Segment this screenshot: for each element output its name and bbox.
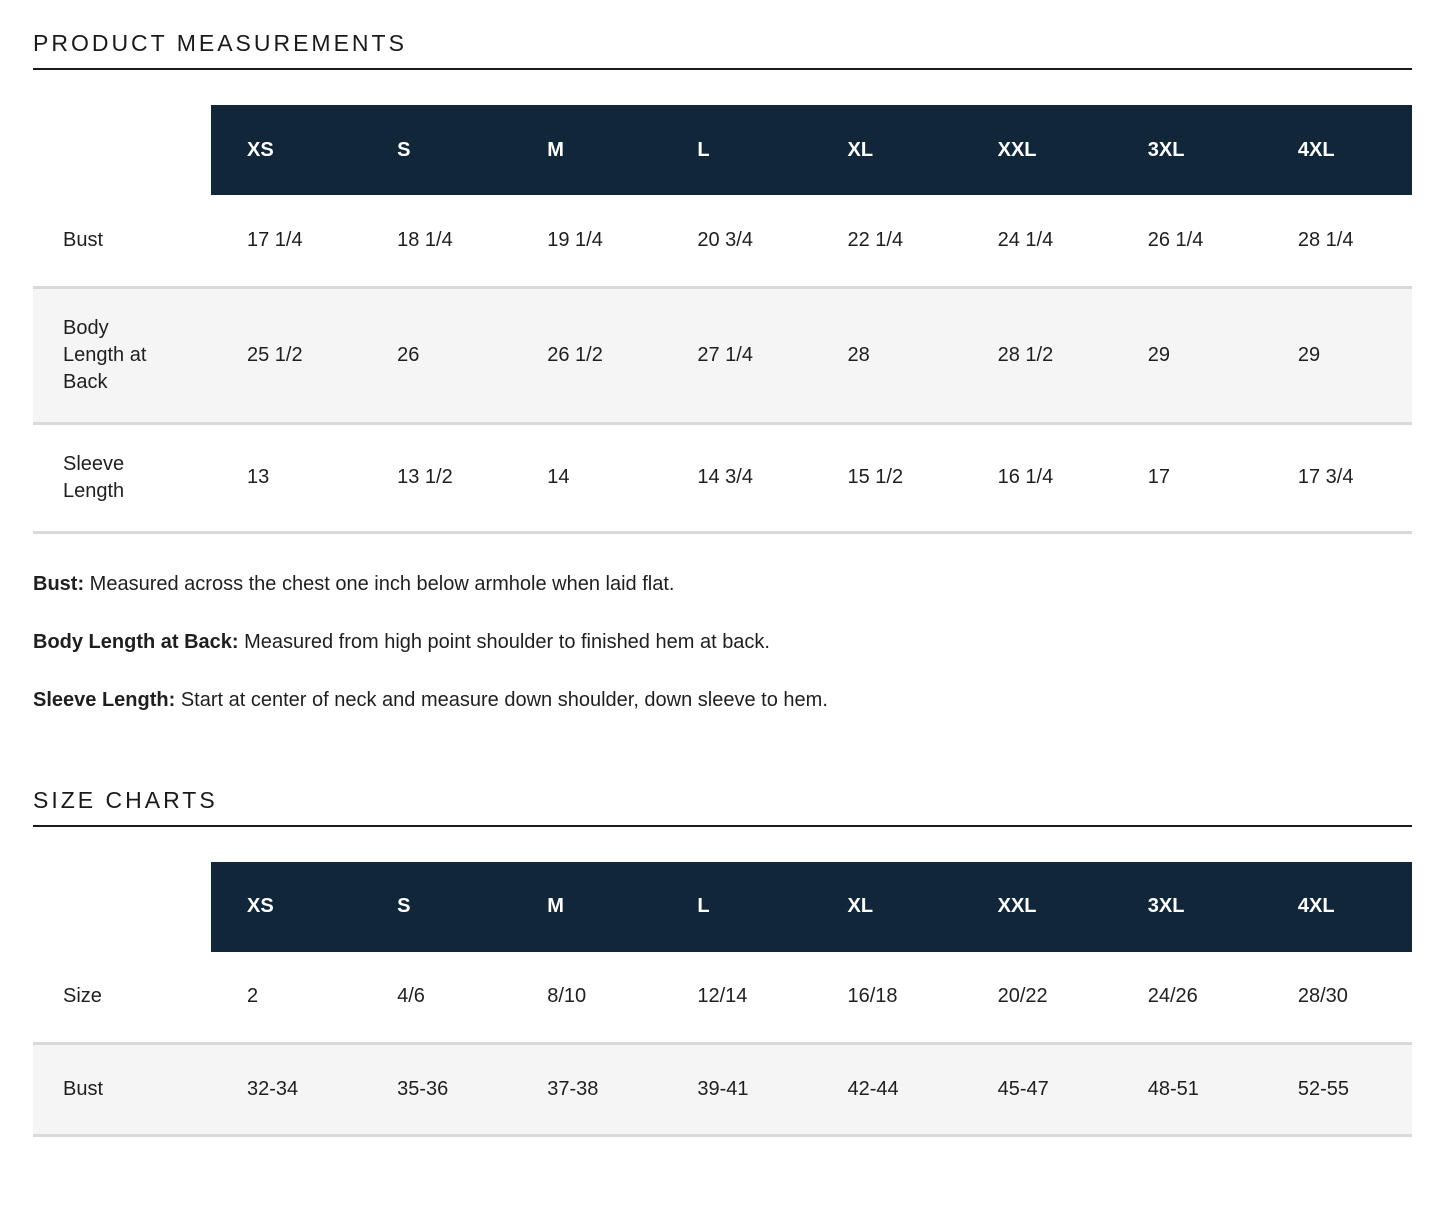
header-corner-cell [33,105,211,195]
measurement-value-cell: 17 1/4 [247,228,303,251]
measurement-value-cell: 20/22 [997,985,1048,1008]
measurement-value-cell: 32-34 [247,1078,299,1100]
row-label: Bust [63,1078,104,1100]
measurement-row: Size 2 4/6 8/10 12/14 16/18 20/22 24/26 28/30 [33,952,1412,1044]
measurement-value-cell: 48-51 [1147,1078,1199,1100]
measurement-value-cell: 45-47 [997,1078,1049,1100]
size-column-header: 3XL [1111,105,1262,195]
sleeve-length-note: Sleeve Length: Start at center of neck a… [33,688,1412,712]
size-header-row: XS S M L XL XXL 3XL 4XL [33,861,1412,952]
size-column-header: XS [211,105,362,195]
measurement-row: Bust 17 1/4 18 1/4 19 1/4 20 3/4 22 1/4 24 1/4… [33,195,1412,287]
body-length-note-term: Body Length at Back: [33,630,239,653]
row-label: Body Length at Back [63,316,147,393]
measurement-value-cell: 8/10 [547,985,587,1008]
size-column-header: XS [211,861,362,952]
measurement-value-cell: 29 [1297,343,1321,366]
body-length-note-definition: Measured from high point shoulder to fin… [244,630,770,653]
size-column-header: M [511,105,662,195]
bust-note: Bust: Measured across the chest one inch… [33,572,1412,596]
measurement-value-cell: 28 1/4 [1297,228,1354,251]
size-charts-table: XS S M L XL XXL 3XL 4XL Size 2 4/6 8/10 12/14 16/18 20… [33,861,1412,1138]
row-label: Size [63,985,102,1008]
measurement-value-cell: 24 1/4 [997,228,1054,251]
measurement-value-cell: 16/18 [847,985,898,1008]
size-column-header: XXL [961,105,1112,195]
measurement-value-cell: 24/26 [1147,985,1198,1008]
bust-note-term: Bust: [33,572,85,595]
measurement-value-cell: 25 1/2 [247,343,303,366]
measurement-value-cell: 42-44 [847,1078,899,1100]
size-charts-section: SIZE CHARTS XS S M L XL XXL 3XL 4XL Size 2 4/6 8/10… [33,787,1412,1138]
measurement-notes: Bust: Measured across the chest one inch… [33,572,1412,712]
row-label: Bust [63,228,104,251]
measurement-value-cell: 22 1/4 [847,228,904,251]
size-guide-page: PRODUCT MEASUREMENTS XS S M L XL XXL 3XL 4XL Bus… [33,30,1412,1138]
measurement-value-cell: 4/6 [397,985,425,1008]
measurement-value-cell: 27 1/4 [697,343,753,366]
measurement-value-cell: 37-38 [547,1078,599,1100]
size-column-header: M [511,861,662,952]
measurement-value-cell: 19 1/4 [547,228,603,251]
measurement-value-cell: 2 [247,985,259,1008]
measurement-value-cell: 26 [397,343,420,366]
size-charts-title: SIZE CHARTS [33,787,1412,827]
measurement-value-cell: 26 1/4 [1147,228,1204,251]
product-measurements-table: XS S M L XL XXL 3XL 4XL Bust 17 1/4 18 1/4 19 1/4 20… [33,105,1412,534]
measurement-row: Bust 32-34 35-36 37-38 39-41 42-44 45-47 48-51 5… [33,1043,1412,1136]
measurement-value-cell: 16 1/4 [997,466,1054,488]
product-measurements-title: PRODUCT MEASUREMENTS [33,30,1412,70]
size-column-header: 4XL [1261,861,1412,952]
measurement-value-cell: 28 1/2 [997,343,1054,366]
measurement-value-cell: 26 1/2 [547,343,603,366]
measurement-value-cell: 17 [1147,466,1170,488]
measurement-value-cell: 20 3/4 [697,228,753,251]
size-header-row: XS S M L XL XXL 3XL 4XL [33,105,1412,195]
sleeve-length-note-definition: Start at center of neck and measure down… [180,688,828,711]
measurement-value-cell: 28 [847,343,870,366]
measurement-value-cell: 12/14 [697,985,748,1008]
size-column-header: XL [811,105,962,195]
header-corner-cell [33,862,211,952]
measurement-value-cell: 28/30 [1297,985,1348,1008]
measurement-value-cell: 14 [547,466,570,488]
body-length-note: Body Length at Back: Measured from high … [33,630,1412,654]
measurement-value-cell: 14 3/4 [697,466,753,488]
sleeve-length-note-term: Sleeve Length: [33,688,176,711]
size-column-header: S [361,105,512,195]
product-measurements-section: PRODUCT MEASUREMENTS XS S M L XL XXL 3XL 4XL Bus… [33,30,1412,712]
measurement-value-cell: 29 [1147,343,1170,366]
row-label: Sleeve Length [63,452,125,502]
size-column-header: 3XL [1111,861,1262,952]
size-column-header: S [361,861,512,952]
size-column-header: L [661,105,812,195]
measurement-value-cell: 18 1/4 [397,228,453,251]
size-column-header: XXL [961,861,1112,952]
measurement-value-cell: 35-36 [397,1078,449,1100]
measurement-row: Sleeve Length 13 13 1/2 14 14 3/4 15 1/2 16 1/… [33,423,1412,532]
measurement-row: Body Length at Back 25 1/2 26 26 1/2 27 1/4 2… [33,287,1412,423]
size-column-header: XL [811,861,962,952]
measurement-value-cell: 13 [247,466,270,488]
size-column-header: L [661,861,812,952]
measurement-value-cell: 13 1/2 [397,466,453,488]
measurement-value-cell: 39-41 [697,1078,749,1100]
measurement-value-cell: 15 1/2 [847,466,904,488]
size-column-header: 4XL [1261,105,1412,195]
measurement-value-cell: 52-55 [1297,1078,1350,1100]
bust-note-definition: Measured across the chest one inch below… [89,572,675,595]
measurement-value-cell: 17 3/4 [1297,466,1354,488]
